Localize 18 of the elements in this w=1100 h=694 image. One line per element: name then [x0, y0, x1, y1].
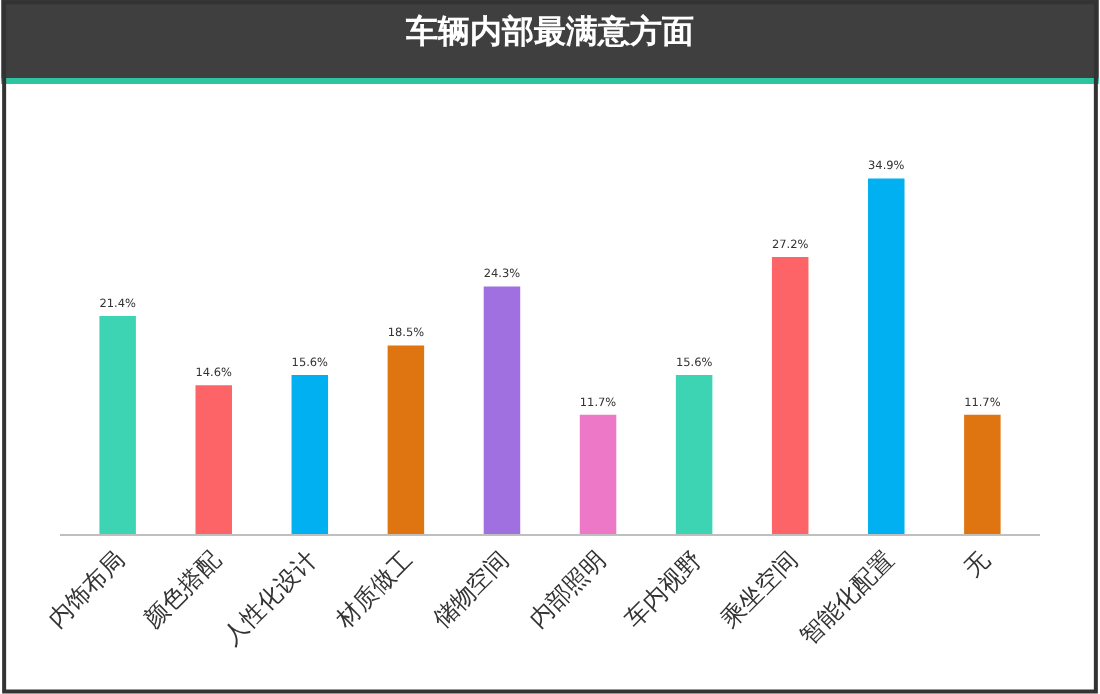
x-tick-label: 内饰布局	[42, 545, 131, 634]
bar	[483, 286, 521, 534]
bar	[868, 178, 905, 534]
x-tick-label: 颜色搭配	[138, 545, 227, 634]
bar	[771, 256, 809, 534]
bar	[387, 345, 425, 534]
bar	[964, 414, 1001, 534]
x-tick-label: 材质做工	[329, 545, 419, 635]
x-tick-label: 储物空间	[427, 545, 515, 634]
x-tick-label: 车内视野	[619, 545, 707, 634]
bar	[99, 315, 136, 534]
x-tick-label: 内部照明	[523, 545, 611, 634]
x-tick-label: 无	[958, 545, 996, 583]
bar	[195, 385, 232, 534]
chart-title: 车辆内部最满意方面	[404, 12, 694, 51]
bar	[675, 375, 713, 534]
bar	[291, 375, 329, 534]
bar	[579, 414, 617, 534]
